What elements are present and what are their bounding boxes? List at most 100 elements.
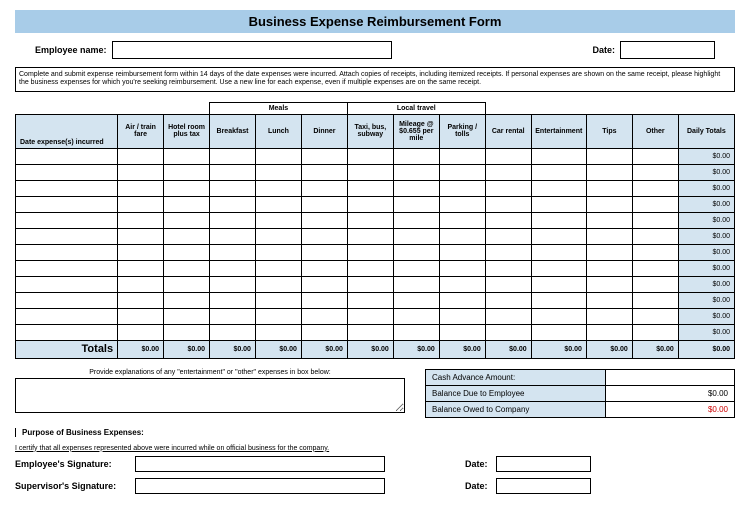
- expense-cell[interactable]: [586, 164, 632, 180]
- expense-cell[interactable]: [393, 244, 439, 260]
- expense-cell[interactable]: [531, 228, 586, 244]
- expense-cell[interactable]: [485, 260, 531, 276]
- explain-box[interactable]: [15, 378, 405, 413]
- expense-cell[interactable]: [347, 292, 393, 308]
- expense-cell[interactable]: [632, 276, 678, 292]
- expense-cell[interactable]: [255, 148, 301, 164]
- expense-cell[interactable]: [164, 228, 210, 244]
- expense-cell[interactable]: [118, 228, 164, 244]
- expense-cell[interactable]: [118, 308, 164, 324]
- expense-cell[interactable]: [531, 260, 586, 276]
- expense-cell[interactable]: [393, 260, 439, 276]
- expense-cell[interactable]: [393, 324, 439, 340]
- expense-cell[interactable]: [439, 228, 485, 244]
- expense-cell[interactable]: [255, 196, 301, 212]
- expense-cell[interactable]: [164, 244, 210, 260]
- expense-cell[interactable]: [164, 164, 210, 180]
- expense-cell[interactable]: [439, 308, 485, 324]
- expense-cell[interactable]: [439, 148, 485, 164]
- expense-cell[interactable]: [632, 228, 678, 244]
- expense-cell[interactable]: [485, 292, 531, 308]
- expense-cell[interactable]: [347, 212, 393, 228]
- expense-cell[interactable]: [485, 244, 531, 260]
- expense-cell[interactable]: [586, 148, 632, 164]
- expense-cell[interactable]: [393, 276, 439, 292]
- expense-cell[interactable]: [118, 180, 164, 196]
- expense-cell[interactable]: [118, 196, 164, 212]
- supervisor-sig-input[interactable]: [135, 478, 385, 494]
- expense-cell[interactable]: [301, 164, 347, 180]
- expense-cell[interactable]: [164, 292, 210, 308]
- expense-cell[interactable]: [439, 164, 485, 180]
- expense-cell[interactable]: [301, 260, 347, 276]
- expense-cell[interactable]: [485, 276, 531, 292]
- expense-cell[interactable]: [16, 292, 118, 308]
- employee-sig-date-input[interactable]: [496, 456, 591, 472]
- expense-cell[interactable]: [301, 148, 347, 164]
- expense-cell[interactable]: [347, 196, 393, 212]
- expense-cell[interactable]: [210, 308, 256, 324]
- expense-cell[interactable]: [255, 212, 301, 228]
- employee-sig-input[interactable]: [135, 456, 385, 472]
- expense-cell[interactable]: [118, 212, 164, 228]
- expense-cell[interactable]: [586, 228, 632, 244]
- expense-cell[interactable]: [531, 324, 586, 340]
- expense-cell[interactable]: [118, 292, 164, 308]
- expense-cell[interactable]: [439, 276, 485, 292]
- expense-cell[interactable]: [118, 260, 164, 276]
- expense-cell[interactable]: [210, 148, 256, 164]
- expense-cell[interactable]: [485, 324, 531, 340]
- expense-cell[interactable]: [301, 212, 347, 228]
- expense-cell[interactable]: [632, 180, 678, 196]
- expense-cell[interactable]: [210, 260, 256, 276]
- expense-cell[interactable]: [210, 228, 256, 244]
- expense-cell[interactable]: [164, 324, 210, 340]
- expense-cell[interactable]: [439, 260, 485, 276]
- expense-cell[interactable]: [118, 276, 164, 292]
- expense-cell[interactable]: [347, 164, 393, 180]
- expense-cell[interactable]: [393, 180, 439, 196]
- expense-cell[interactable]: [16, 164, 118, 180]
- expense-cell[interactable]: [485, 308, 531, 324]
- expense-cell[interactable]: [586, 196, 632, 212]
- expense-cell[interactable]: [586, 180, 632, 196]
- expense-cell[interactable]: [393, 228, 439, 244]
- expense-cell[interactable]: [586, 260, 632, 276]
- expense-cell[interactable]: [439, 292, 485, 308]
- expense-cell[interactable]: [16, 228, 118, 244]
- expense-cell[interactable]: [164, 180, 210, 196]
- expense-cell[interactable]: [531, 148, 586, 164]
- expense-cell[interactable]: [210, 244, 256, 260]
- expense-cell[interactable]: [301, 228, 347, 244]
- expense-cell[interactable]: [255, 180, 301, 196]
- expense-cell[interactable]: [164, 308, 210, 324]
- expense-cell[interactable]: [485, 164, 531, 180]
- expense-cell[interactable]: [439, 180, 485, 196]
- expense-cell[interactable]: [586, 324, 632, 340]
- expense-cell[interactable]: [16, 212, 118, 228]
- expense-cell[interactable]: [393, 148, 439, 164]
- expense-cell[interactable]: [393, 212, 439, 228]
- expense-cell[interactable]: [632, 196, 678, 212]
- expense-cell[interactable]: [210, 276, 256, 292]
- expense-cell[interactable]: [586, 276, 632, 292]
- expense-cell[interactable]: [531, 276, 586, 292]
- expense-cell[interactable]: [347, 276, 393, 292]
- expense-cell[interactable]: [255, 276, 301, 292]
- expense-cell[interactable]: [485, 148, 531, 164]
- expense-cell[interactable]: [16, 260, 118, 276]
- expense-cell[interactable]: [632, 244, 678, 260]
- expense-cell[interactable]: [393, 164, 439, 180]
- expense-cell[interactable]: [301, 308, 347, 324]
- expense-cell[interactable]: [301, 180, 347, 196]
- expense-cell[interactable]: [632, 308, 678, 324]
- expense-cell[interactable]: [164, 276, 210, 292]
- expense-cell[interactable]: [393, 308, 439, 324]
- expense-cell[interactable]: [210, 324, 256, 340]
- expense-cell[interactable]: [164, 148, 210, 164]
- expense-cell[interactable]: [16, 244, 118, 260]
- expense-cell[interactable]: [16, 148, 118, 164]
- expense-cell[interactable]: [301, 292, 347, 308]
- expense-cell[interactable]: [531, 196, 586, 212]
- expense-cell[interactable]: [255, 292, 301, 308]
